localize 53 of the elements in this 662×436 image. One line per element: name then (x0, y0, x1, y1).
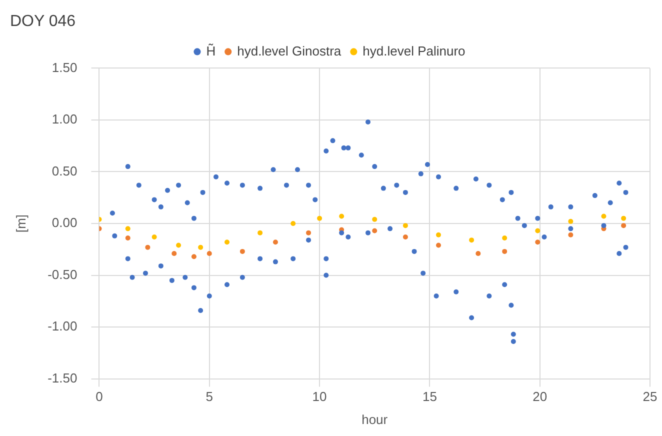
x-tick-label: 10 (312, 389, 327, 404)
legend-label: hyd.level Palinuro (362, 43, 466, 58)
x-tick-label: 15 (422, 389, 437, 404)
y-tick-label: -1.00 (48, 318, 78, 334)
x-tick-label: 25 (642, 389, 658, 404)
y-tick-label: 1.00 (52, 112, 78, 127)
point (476, 251, 481, 256)
y-tick-label: 0.50 (52, 163, 78, 178)
point (402, 223, 408, 228)
point (152, 234, 157, 240)
point (372, 216, 378, 222)
point (317, 216, 322, 221)
point (502, 235, 508, 240)
point (290, 221, 296, 226)
point (145, 244, 150, 250)
point (535, 240, 540, 245)
legend-label: hyd.level Ginostra (237, 43, 342, 58)
y-tick-label: -0.50 (48, 266, 78, 282)
point (240, 248, 245, 254)
point (372, 228, 378, 234)
point (258, 230, 263, 236)
y-tick-label: 1.50 (52, 60, 78, 75)
point (306, 230, 312, 236)
y-tick-label: 0.00 (52, 215, 78, 230)
y-tick-label: -1.50 (48, 370, 78, 386)
point (601, 214, 606, 219)
point (125, 226, 130, 232)
legend-label: H̃ (206, 43, 216, 58)
chart-title: DOY 046 (10, 13, 76, 30)
point (206, 251, 212, 256)
point (469, 238, 474, 243)
y-axis-title: [m] (13, 214, 28, 233)
point (176, 242, 182, 248)
point (339, 214, 344, 219)
point (191, 254, 196, 260)
point (621, 223, 626, 228)
point (402, 234, 408, 240)
x-axis-title: hour (362, 412, 388, 427)
x-tick-label: 20 (532, 389, 548, 404)
x-tick-label: 5 (206, 389, 213, 404)
point (535, 228, 540, 234)
point (621, 216, 626, 221)
point (568, 232, 574, 238)
point (502, 248, 508, 254)
point (436, 242, 442, 248)
point (568, 218, 574, 224)
point (224, 240, 230, 245)
point (198, 244, 204, 250)
point (172, 251, 177, 256)
point (436, 232, 442, 238)
point (272, 240, 278, 245)
point (125, 235, 130, 240)
x-tick-label: 0 (96, 389, 103, 404)
